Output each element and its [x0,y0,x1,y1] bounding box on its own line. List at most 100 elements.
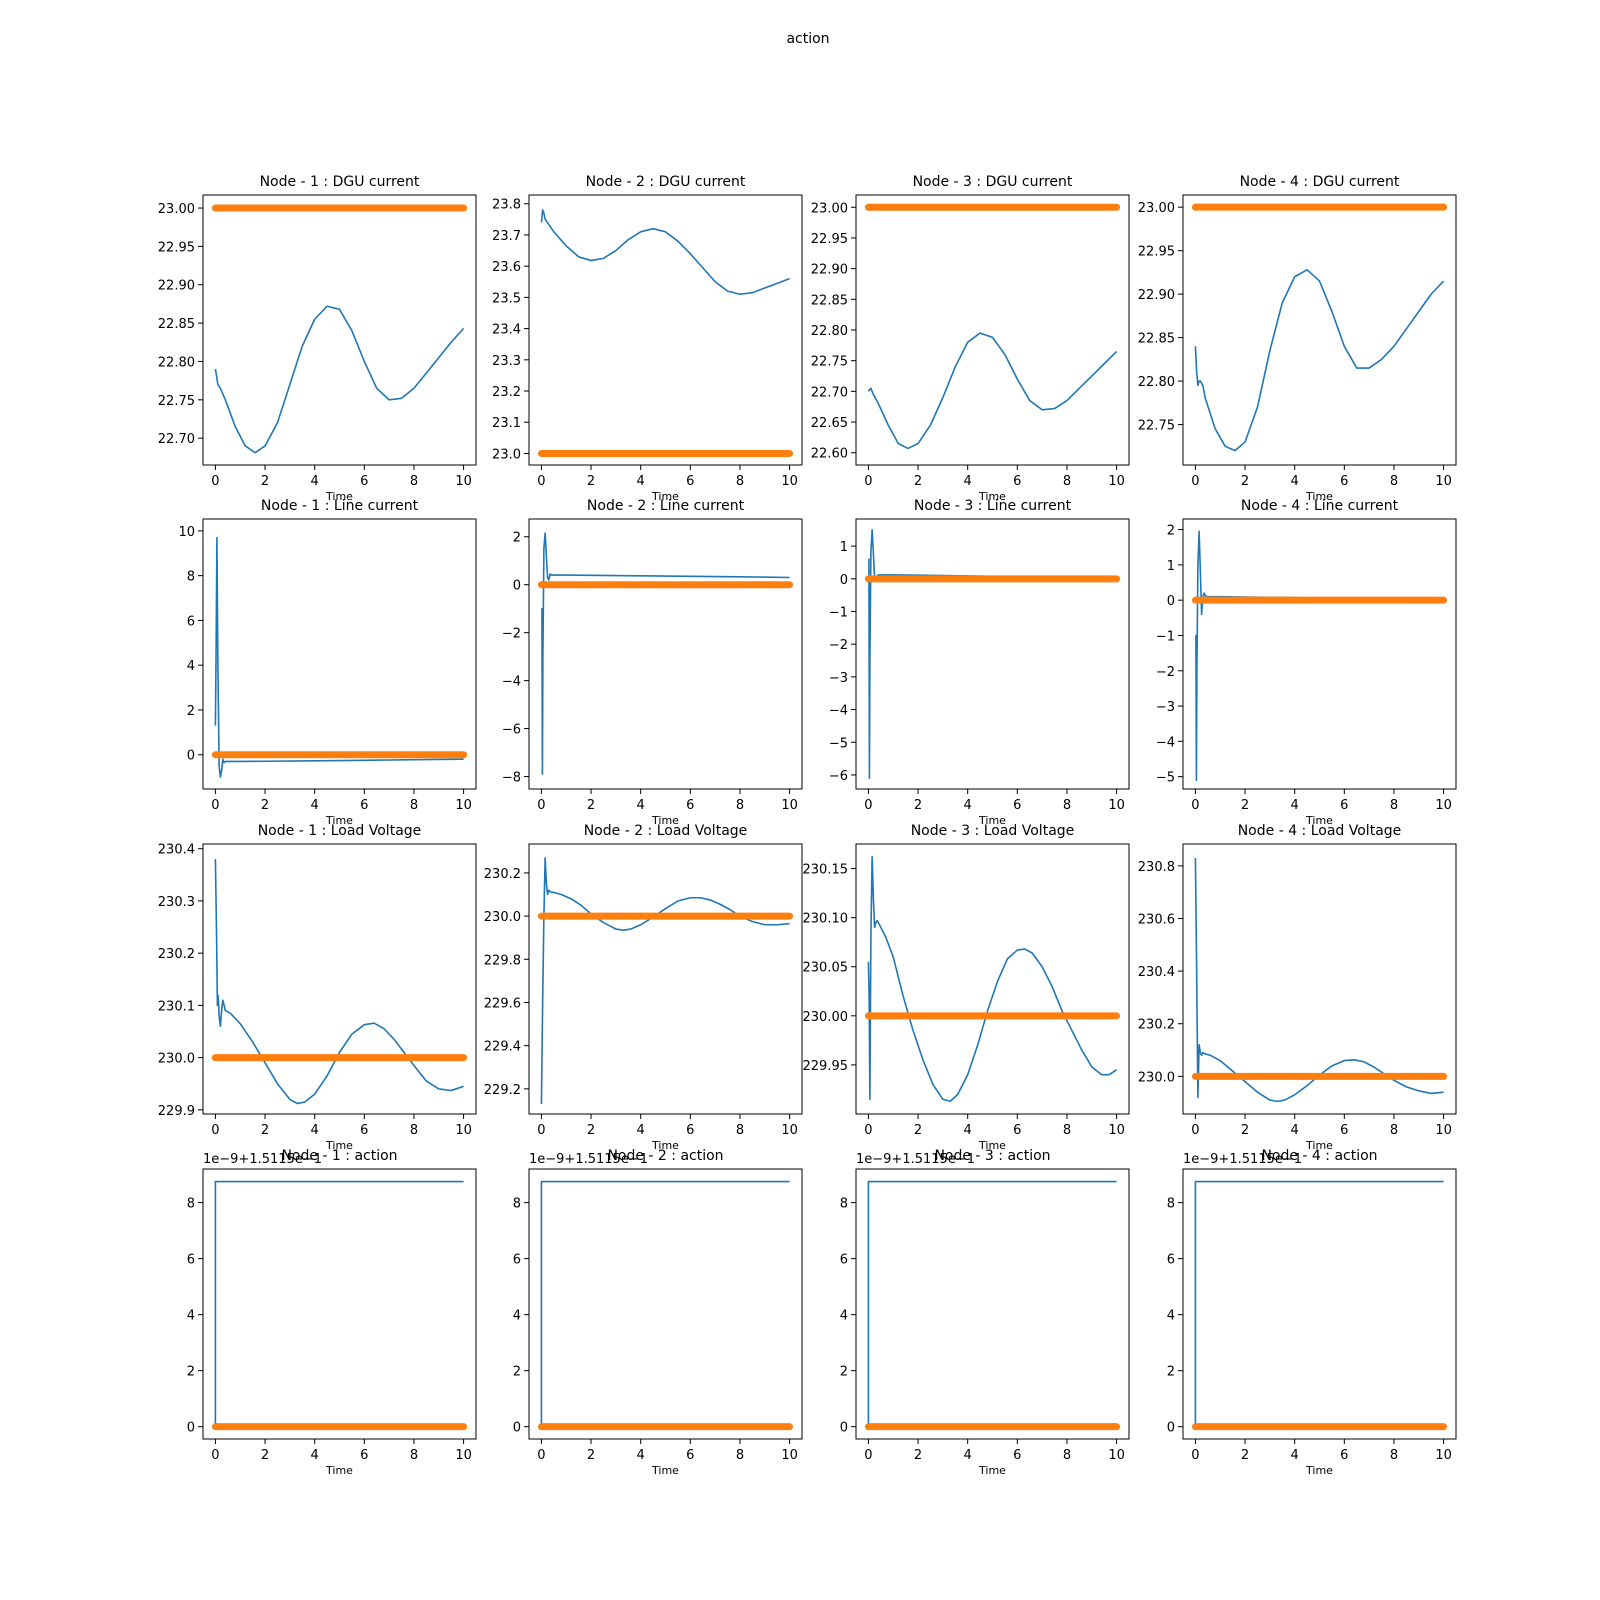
x-tick-label: 0 [864,798,872,813]
x-tick-label: 10 [455,1448,472,1463]
x-tick-label: 0 [211,1123,219,1138]
y-tick-label: 6 [187,614,195,629]
subplot-10: 0 2 4 6 8 10 229.2 229.4 229.6 229.8 230.0 230.2 Nod… [484,823,803,1152]
y-tick-label: 229.8 [484,953,521,968]
y-tick-label: 229.4 [484,1040,521,1055]
x-tick-label: 6 [360,474,368,489]
axes-frame [202,518,477,790]
y-tick-label: 0 [840,1421,848,1436]
x-tick-label: 4 [637,474,645,489]
y-tick-label: 230.2 [158,947,195,962]
x-tick-label: 4 [964,1448,972,1463]
y-tick-label: −6 [829,769,848,784]
measured-series-line [214,1180,464,1427]
axes-frame [202,843,477,1115]
measured-series-line [868,528,1117,780]
axes-frame [528,1168,803,1440]
x-tick-label: 4 [311,798,319,813]
y-tick-label: 230.15 [803,863,849,878]
x-axis-label: Time [1305,490,1333,503]
y-tick-label: 22.80 [811,324,848,339]
x-tick-label: 2 [914,474,922,489]
subplot-6: 0 2 4 6 8 10 −8 −6 −4 −2 0 2 Node - 2 : Line current… [502,498,803,827]
x-tick-label: 2 [587,474,595,489]
subplot-title: Node - 2 : Load Voltage [584,823,748,839]
y-tick-label: 230.8 [1138,860,1175,875]
y-tick-label: 2 [187,1365,195,1380]
y-tick-label: 23.4 [492,323,521,338]
x-tick-label: 2 [914,1123,922,1138]
y-tick-label: 22.95 [811,232,848,247]
x-tick-label: 8 [1390,1448,1398,1463]
y-tick-label: −4 [502,675,521,690]
axes-frame [1182,194,1457,466]
x-tick-label: 0 [864,1448,872,1463]
y-tick-label: 22.90 [811,263,848,278]
x-tick-label: 6 [1013,1123,1021,1138]
x-tick-label: 8 [1063,1448,1071,1463]
subplot-5: 0 2 4 6 8 10 0 2 4 6 8 10 Node - 1 : Line current Tim… [178,498,477,827]
x-tick-label: 2 [261,474,269,489]
subplot-4: 0 2 4 6 8 10 22.75 22.80 22.85 22.90 22.95 23.00 Nod… [1138,174,1457,503]
subplot-title: Node - 4 : DGU current [1240,174,1400,190]
subplot-title: Node - 3 : Line current [914,498,1072,514]
x-axis-label: Time [978,814,1006,827]
axes-frame [1182,1168,1457,1440]
x-tick-label: 6 [360,1123,368,1138]
subplot-9: 0 2 4 6 8 10 229.9 230.0 230.1 230.2 230.3 230.4 Nod… [158,823,477,1152]
y-tick-label: 8 [840,1197,848,1212]
x-tick-label: 6 [686,474,694,489]
y-tick-label: 0 [513,1421,521,1436]
y-offset-label: 1e−9+1.5115e−1 [203,1152,322,1167]
x-tick-label: 4 [637,1448,645,1463]
y-tick-label: 2 [840,1365,848,1380]
y-tick-label: 230.2 [1138,1018,1175,1033]
y-tick-label: 22.70 [158,432,195,447]
x-axis-label: Time [978,1139,1006,1152]
subplot-title: Node - 2 : DGU current [586,174,746,190]
subplot-1: 0 2 4 6 8 10 22.70 22.75 22.80 22.85 22.90 22.95 23.… [158,174,477,503]
y-tick-label: −1 [1156,629,1175,644]
x-tick-label: 4 [964,1123,972,1138]
measured-series-line [540,1180,790,1427]
axes-frame [202,194,477,466]
x-tick-label: 4 [1291,1448,1299,1463]
x-tick-label: 8 [1390,1123,1398,1138]
x-axis-label: Time [651,1139,679,1152]
subplot-2: 0 2 4 6 8 10 23.0 23.1 23.2 23.3 23.4 23.5 23.6 23.7 2… [492,174,803,503]
x-tick-label: 2 [914,1448,922,1463]
y-tick-label: 23.3 [492,354,521,369]
y-tick-label: 23.00 [811,201,848,216]
subplot-title: Node - 3 : Load Voltage [911,823,1075,839]
y-tick-label: −6 [502,723,521,738]
y-tick-label: 22.60 [811,447,848,462]
axes-frame [528,518,803,790]
y-tick-label: 4 [1167,1309,1175,1324]
y-offset-label: 1e−9+1.5115e−1 [529,1152,648,1167]
x-tick-label: 4 [1291,474,1299,489]
y-tick-label: 4 [187,659,195,674]
y-tick-label: −5 [1156,771,1175,786]
y-tick-label: 0 [1167,594,1175,609]
y-tick-label: 23.1 [492,416,521,431]
subplot-title: Node - 1 : action [281,1148,397,1164]
measured-series-line [540,209,790,296]
x-tick-label: 8 [736,474,744,489]
y-tick-label: 22.85 [158,317,195,332]
x-tick-label: 8 [410,1123,418,1138]
subplot-title: Node - 1 : Load Voltage [258,823,422,839]
y-tick-label: 230.4 [158,843,195,858]
x-tick-label: 10 [781,1123,798,1138]
measured-series-line [867,1180,1117,1427]
x-tick-label: 6 [1013,474,1021,489]
x-tick-label: 4 [637,798,645,813]
x-tick-label: 2 [1241,1123,1249,1138]
subplot-12: 0 2 4 6 8 10 230.0 230.2 230.4 230.6 230.8 Node - 4… [1138,823,1457,1152]
x-axis-label: Time [1305,814,1333,827]
x-tick-label: 6 [360,1448,368,1463]
y-tick-label: 8 [187,1197,195,1212]
y-tick-label: 2 [1167,524,1175,539]
x-tick-label: 10 [1435,474,1452,489]
y-tick-label: −8 [502,771,521,786]
x-tick-label: 6 [1013,798,1021,813]
